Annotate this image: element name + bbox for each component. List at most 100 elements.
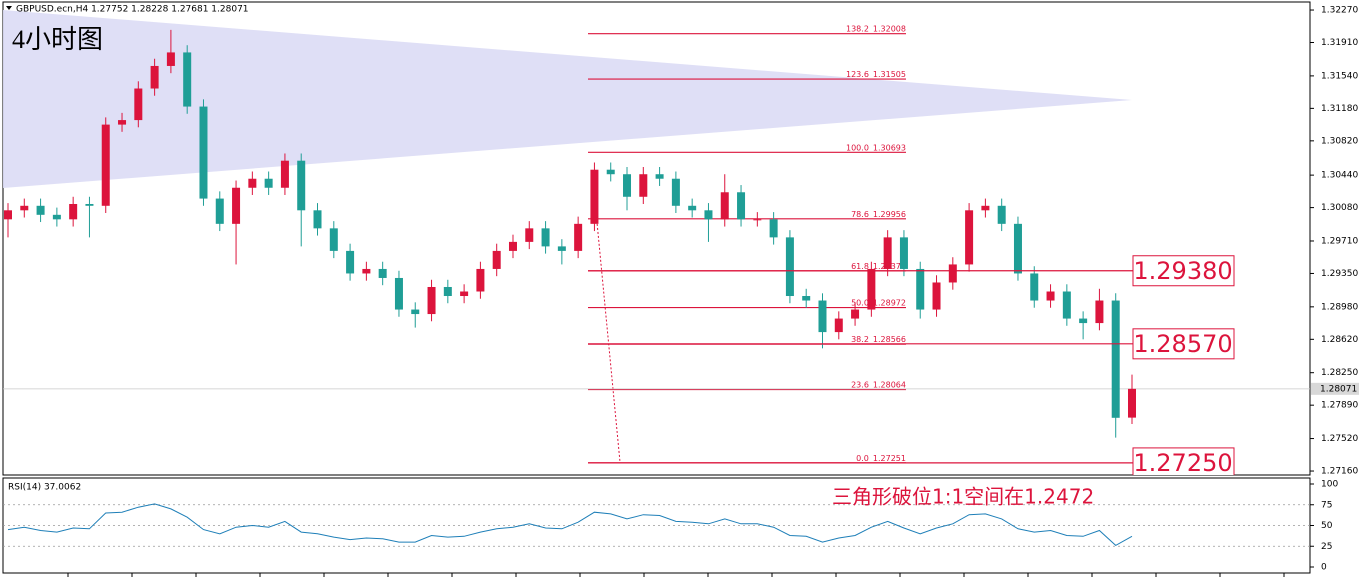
y-tick-label: 1.31540 (1321, 71, 1358, 81)
candle-body (1079, 318, 1088, 324)
fib-ratio: 0.0 (856, 453, 869, 462)
candle-body (932, 282, 941, 310)
candle-body (737, 192, 746, 220)
candle-body (623, 174, 632, 197)
candle-body (639, 174, 648, 197)
candle-body (574, 223, 583, 251)
y-tick-label: 1.29350 (1321, 269, 1358, 279)
candle-body (851, 309, 860, 319)
candle-body (460, 291, 469, 297)
candle-body (981, 205, 990, 211)
candle-body (378, 268, 387, 278)
candle-body (1111, 300, 1120, 418)
candle-body (1030, 273, 1039, 301)
fib-ratio: 138.2 (846, 24, 869, 33)
y-tick-label: 1.30080 (1321, 203, 1358, 213)
fib-ratio: 23.6 (851, 380, 869, 389)
candle-body (394, 277, 403, 310)
fib-price: 1.29956 (873, 209, 906, 218)
y-tick-label: 1.31180 (1321, 104, 1358, 114)
candle-body (150, 65, 159, 89)
candle-body (52, 214, 61, 220)
note: 三角形破位1:1空间在1.2472 (832, 485, 1094, 509)
subtitle: 4小时图 (12, 25, 103, 54)
candle-body (362, 268, 371, 274)
candle-body (492, 250, 501, 269)
fib-price: 1.31505 (873, 70, 906, 79)
candle-body (769, 219, 778, 238)
candle-body (899, 237, 908, 269)
candle-body (69, 203, 78, 220)
y-tick-label: 50 (1321, 521, 1333, 531)
candle-body (671, 178, 680, 206)
candle-body (590, 169, 599, 224)
candle-body (997, 205, 1006, 224)
fib-label: 50.0 1.28972 (851, 298, 906, 307)
rsi-title: RSI(14) 37.0062 (8, 483, 81, 493)
candle-body (183, 52, 192, 107)
candle-body (508, 241, 517, 251)
y-tick-label: 0 (1321, 563, 1327, 573)
candle-body (834, 318, 843, 333)
candle-body (280, 160, 289, 188)
y-tick-label: 1.29710 (1321, 236, 1358, 246)
candle-body (199, 106, 208, 199)
y-tick-label: 1.28620 (1321, 335, 1358, 345)
candle-body (557, 246, 566, 251)
annotation-label: 1.27250 (1133, 449, 1232, 477)
candle-body (346, 250, 355, 274)
fib-label: 61.81.29378 (851, 261, 906, 270)
annotation-label: 1.29380 (1133, 257, 1232, 285)
rsi-plot (3, 503, 1310, 547)
fib-price: 1.28064 (873, 380, 906, 389)
candle-body (655, 174, 664, 179)
fib-price: 1.28566 (873, 335, 906, 344)
candle-body (313, 210, 322, 229)
fib-ratio: 78.6 (851, 209, 869, 218)
candle-body (965, 210, 974, 265)
fib-ratio: 50.0 (851, 298, 869, 307)
candle-body (883, 237, 892, 269)
candle-body (867, 268, 876, 310)
candle-body (606, 169, 615, 175)
current-price-label: 1.28071 (1320, 384, 1357, 394)
fib-price: 1.27251 (873, 453, 906, 462)
candle-body (785, 237, 794, 297)
y-tick-label: 1.27520 (1321, 434, 1358, 444)
candle-body (166, 52, 175, 66)
candle-body (232, 187, 241, 224)
y-tick-label: 1.28250 (1321, 368, 1358, 378)
annotation-box (1132, 328, 1235, 360)
fib-label: 138.2 1.32008 (846, 24, 906, 33)
candle-body (1128, 388, 1136, 418)
candle-body (525, 228, 534, 242)
candle-body (1095, 300, 1104, 324)
candle-body (541, 228, 550, 247)
y-tick-label: 1.30820 (1321, 136, 1358, 146)
y-tick-label: 1.28980 (1321, 302, 1358, 312)
candle-body (85, 203, 94, 206)
candle-body (36, 205, 45, 215)
y-tick-label: 1.31910 (1321, 38, 1358, 48)
candle-body (20, 205, 29, 211)
candle-body (704, 210, 713, 220)
menu-icon (6, 6, 12, 10)
y-tick-label: 25 (1321, 542, 1332, 552)
fib-label: 0.0 1.27251 (856, 453, 906, 462)
candle-body (476, 268, 485, 292)
fib-price: 1.28972 (873, 298, 906, 307)
candle-body (411, 309, 420, 315)
candle-body (134, 88, 143, 121)
fib-ratio: 38.2 (851, 335, 869, 344)
fib-price: 1.30693 (873, 143, 906, 152)
candle-body (1013, 223, 1022, 274)
fib-label: 38.2 1.28566 (851, 335, 906, 344)
fib-ratio: 100.0 (846, 143, 869, 152)
fib-label: 78.6 1.29956 (851, 209, 906, 218)
candle-body (802, 296, 811, 301)
chart-title: GBPUSD.ecn,H4 1.27752 1.28228 1.27681 1.… (16, 5, 249, 15)
candle-body (215, 198, 224, 224)
annotation-box (1132, 447, 1235, 475)
candle-body (443, 286, 452, 297)
